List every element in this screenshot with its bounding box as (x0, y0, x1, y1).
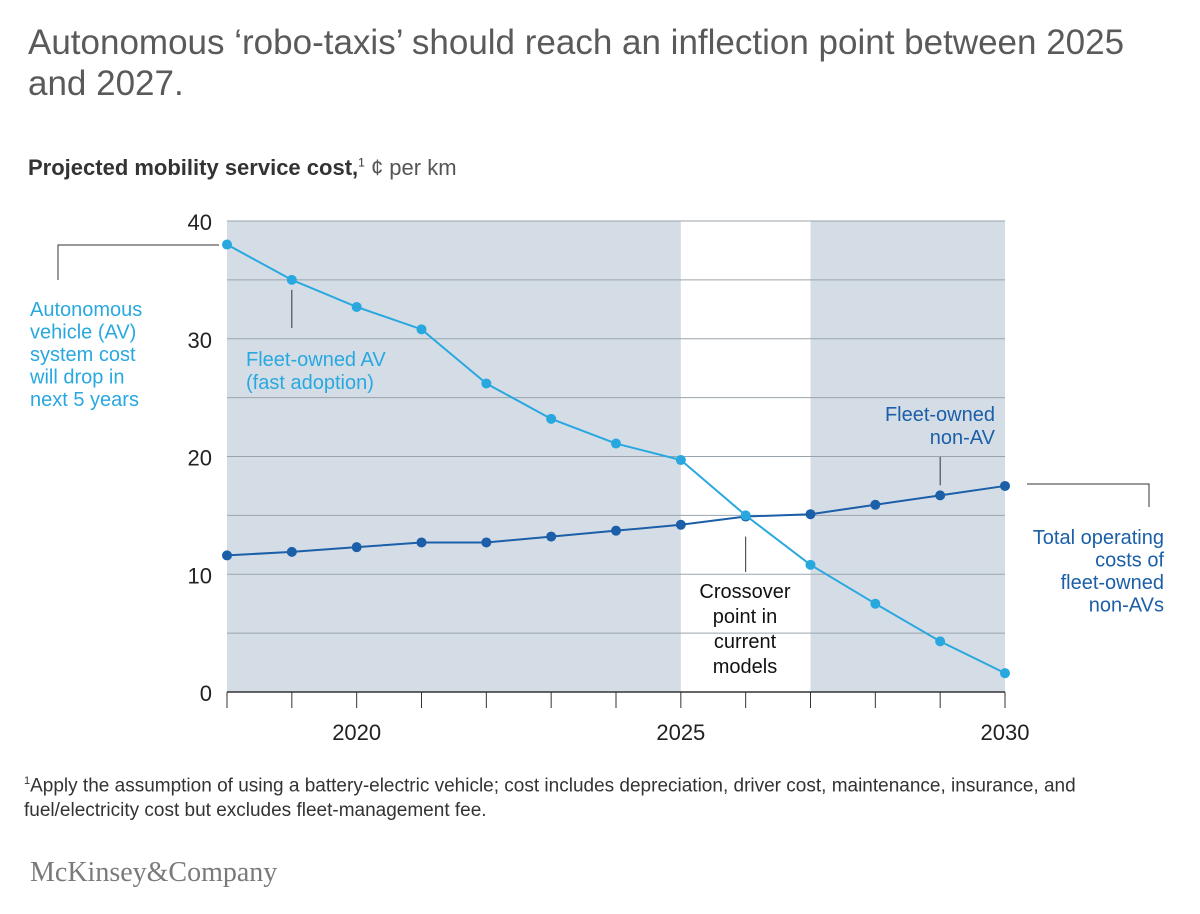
data-point-av (481, 378, 492, 389)
footnote-mark: 1 (24, 775, 31, 787)
total-cost-callout-line (1027, 483, 1150, 507)
data-point-av (740, 510, 751, 521)
crossover-annotation-line: Crossover (699, 581, 790, 603)
data-point-non_av (286, 546, 297, 557)
total-cost-annotation-line: non-AVs (1089, 595, 1164, 617)
data-point-av (416, 324, 427, 335)
data-point-av (870, 598, 881, 609)
data-point-non_av (546, 531, 557, 542)
subtitle-footnote-mark: 1 (358, 155, 365, 170)
y-tick-label: 40 (188, 210, 212, 235)
data-point-non_av (1000, 480, 1010, 491)
data-point-non_av (481, 537, 492, 548)
total-cost-annotation-line: Total operating (1033, 527, 1164, 549)
crossover-annotation-line: point in (713, 606, 778, 628)
data-point-non_av (935, 490, 946, 501)
x-tick-label: 2020 (332, 720, 381, 745)
crossover-annotation-line: models (713, 656, 777, 678)
y-tick-label: 0 (200, 681, 212, 706)
data-point-non_av (675, 519, 686, 530)
mckinsey-logo: McKinsey&Company (30, 857, 278, 888)
av-cost-callout-line (57, 244, 219, 280)
av-cost-annotation-line: next 5 years (30, 389, 139, 411)
data-point-non_av (805, 509, 816, 520)
av-cost-annotation-line: Autonomous (30, 299, 142, 321)
av-cost-annotation-line: will drop in (29, 367, 124, 389)
av-cost-annotation-line: vehicle (AV) (30, 322, 136, 344)
footnote: 1Apply the assumption of using a battery… (24, 769, 1144, 823)
chart-title: Autonomous ‘robo-taxis’ should reach an … (28, 23, 1125, 103)
non-av-series-label-line: Fleet-owned (885, 404, 995, 426)
data-point-av (805, 559, 816, 570)
data-point-av (286, 274, 297, 285)
data-point-av (351, 301, 362, 312)
subtitle-measure: Projected mobility service cost, (28, 155, 359, 180)
av-cost-annotation-line: system cost (30, 344, 136, 366)
y-tick-label: 20 (188, 446, 212, 471)
data-point-av (935, 636, 946, 647)
y-tick-label: 10 (188, 563, 212, 588)
data-point-non_av (611, 525, 621, 536)
data-point-av (611, 438, 621, 449)
av-series-label-line: Fleet-owned AV (246, 349, 386, 371)
data-point-av (675, 455, 686, 466)
data-point-non_av (351, 542, 362, 553)
crossover-annotation-line: current (714, 631, 777, 653)
data-point-non_av (870, 499, 881, 510)
data-point-av (546, 413, 557, 424)
y-tick-label: 30 (188, 328, 212, 353)
data-point-av (222, 239, 232, 250)
data-point-non_av (222, 550, 232, 561)
av-series-label-line: (fast adoption) (246, 372, 374, 394)
total-cost-annotation-line: costs of (1095, 550, 1164, 572)
data-point-non_av (416, 537, 427, 548)
footnote-text: Apply the assumption of using a battery-… (24, 775, 1076, 822)
subtitle-unit: ¢ per km (370, 155, 457, 180)
data-point-av (1000, 668, 1010, 679)
x-tick-label: 2030 (981, 720, 1030, 745)
total-cost-annotation-line: fleet-owned (1061, 572, 1164, 594)
chart-subtitle: Projected mobility service cost,1 ¢ per … (28, 155, 457, 181)
x-tick-label: 2025 (656, 720, 705, 745)
non-av-series-label-line: non-AV (930, 427, 996, 449)
